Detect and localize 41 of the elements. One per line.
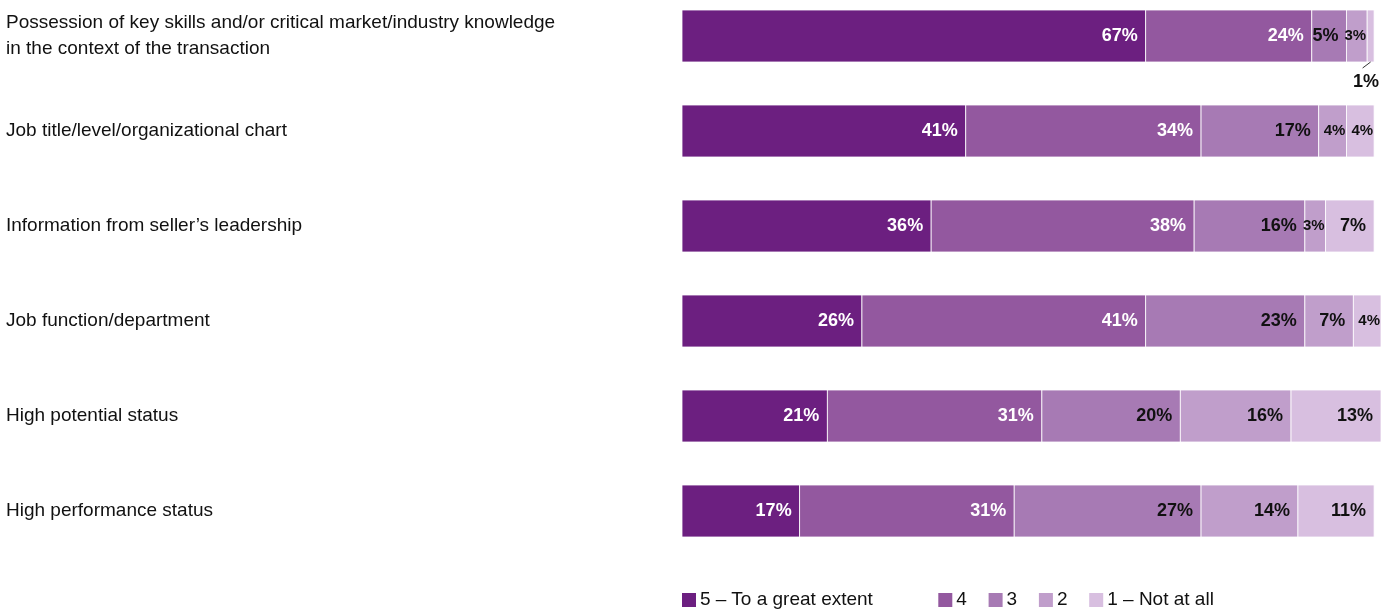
data-label: 36% [887,214,924,235]
data-label: 11% [1331,499,1367,520]
data-label: 23% [1260,309,1297,330]
data-label: 4% [1323,120,1346,138]
data-label: 13% [1336,404,1373,425]
data-label: 27% [1157,499,1194,520]
data-label: 26% [817,309,854,330]
data-label: 20% [1136,404,1173,425]
data-label: 4% [1358,310,1380,328]
data-label: 31% [970,499,1007,520]
data-label: 41% [1101,309,1138,330]
y-tick-label: Job title/level/organizational chart [6,119,288,141]
y-tick-label: High performance status [6,499,213,521]
data-label: 3% [1344,25,1367,43]
y-tick-label: High potential status [6,404,179,426]
data-label: 17% [1274,119,1311,140]
data-label: 16% [1260,214,1297,235]
data-label: 7% [1319,309,1346,330]
data-label: 14% [1253,499,1290,520]
legend-label: 2 [1056,588,1068,610]
data-label: 24% [1267,24,1304,45]
data-label: 3% [1302,215,1325,233]
legend-label: 1 – Not at all [1107,588,1214,610]
data-label: 38% [1150,214,1187,235]
data-label: 67% [1101,24,1138,45]
data-label: 31% [997,404,1034,425]
data-label: 5% [1312,24,1339,45]
legend-label: 5 – To a great extent [700,588,874,610]
data-label: 17% [755,499,792,520]
data-label: 4% [1351,120,1374,138]
data-label: 21% [783,404,820,425]
y-tick-label: Possession of key skills and/or critical market/industry knowledge in the context of the transaction [6,11,556,59]
legend-label: 3 [1006,588,1018,610]
data-label: 41% [921,119,958,140]
y-tick-label: Job function/department [6,309,211,331]
legend-label: 4 [956,588,968,610]
data-label: 1% [1352,70,1379,91]
y-tick-label: Information from seller’s leadership [6,214,303,236]
data-label: 16% [1247,404,1284,425]
data-label: 7% [1340,214,1367,235]
data-label: 34% [1157,119,1194,140]
